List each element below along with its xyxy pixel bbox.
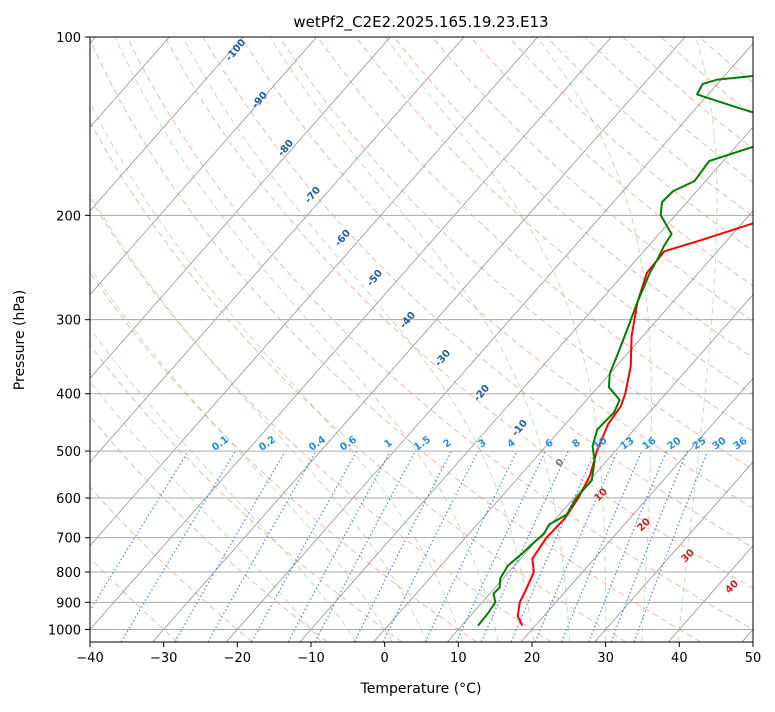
dry-adiabat-label: -60 [333, 228, 353, 249]
dry-adiabat-line [241, 37, 775, 642]
x-tick-label: 20 [524, 651, 541, 666]
mixing-ratio-line [481, 451, 568, 642]
mixing-ratio-line [315, 451, 415, 642]
moist-adiabat-line [183, 37, 534, 642]
dry-adiabat-label: -10 [510, 418, 530, 439]
y-tick-label: 300 [56, 314, 81, 329]
mixing-ratio-label: 2 [442, 437, 454, 450]
mixing-ratio-line [611, 451, 687, 642]
dry-adiabat-line [127, 37, 775, 642]
isotherm-line [0, 37, 390, 642]
isotherm-line [5, 37, 537, 642]
mixing-ratio-line [425, 451, 517, 642]
moist-adiabat-line [17, 37, 427, 642]
y-axis-label: Pressure (hPa) [12, 290, 28, 390]
mixing-ratio-line [71, 451, 189, 642]
dry-adiabat-line [51, 37, 627, 642]
moist-adiabat-line [0, 37, 357, 642]
x-tick-label: −40 [76, 651, 103, 666]
isotherm-line [79, 37, 611, 642]
moist-adiabat-line [385, 37, 606, 642]
dry-adiabat-line [661, 37, 775, 642]
dry-adiabat-line [394, 37, 775, 642]
dry-adiabat-label: -70 [303, 185, 323, 206]
isotherm-line [0, 37, 243, 642]
mixing-ratio-label: 20 [666, 435, 684, 452]
x-axis-label: Temperature (°C) [360, 681, 482, 697]
y-axis: 100 200 300 400 500 600 700 800 900 1000 [48, 31, 90, 638]
mixing-ratio-line [208, 451, 316, 642]
x-tick-label: 40 [671, 651, 688, 666]
x-tick-label: 30 [597, 651, 614, 666]
mixing-ratio-label: 16 [641, 435, 659, 452]
dry-adiabat-line [585, 37, 775, 642]
isotherm-line [226, 37, 758, 642]
y-tick-label: 200 [56, 209, 81, 224]
x-tick-label: −20 [224, 651, 251, 666]
x-tick-label: 50 [745, 651, 762, 666]
mixing-ratio-label: 8 [571, 437, 583, 450]
y-tick-label: 900 [56, 596, 81, 611]
moist-adiabat-line [537, 37, 652, 642]
mixing-ratio-label: 1 [383, 437, 395, 450]
dry-adiabat-line [547, 37, 775, 642]
mixing-ratio-label: 13 [619, 435, 637, 452]
dry-adiabat-line [0, 37, 253, 642]
dry-adiabat-line [432, 37, 775, 642]
mixing-ratio-label: 6 [544, 437, 556, 450]
moist-adiabat-line [0, 37, 321, 642]
isotherm-line [521, 37, 775, 642]
dry-adiabat-label: -100 [224, 37, 249, 63]
dry-adiabat-label: -40 [398, 310, 418, 331]
mixing-ratio-line [175, 451, 286, 642]
y-tick-label: 800 [56, 566, 81, 581]
dry-adiabat-line [318, 37, 775, 642]
mixing-ratio-label: 25 [691, 435, 709, 452]
y-tick-label: 600 [56, 492, 81, 507]
dry-adiabat-label: -80 [276, 138, 296, 159]
chart-title: wetPf2_C2E2.2025.165.19.23.E13 [293, 13, 548, 32]
moist-adiabat-label: 40 [723, 578, 741, 596]
x-tick-label: 0 [381, 651, 389, 666]
mixing-ratio-label: 36 [732, 435, 750, 452]
y-tick-label: 700 [56, 532, 81, 547]
moist-adiabat-line [678, 37, 717, 642]
dry-adiabat-label: -20 [472, 383, 492, 404]
y-tick-label: 400 [56, 388, 81, 403]
x-axis: −40 −30 −20 −10 0 10 20 30 40 50 [76, 642, 761, 666]
y-tick-label: 1000 [48, 623, 81, 638]
mixing-ratio-line [589, 451, 667, 642]
isotherm-line [374, 37, 775, 642]
dry-adiabat-line [0, 37, 402, 642]
y-tick-label: 500 [56, 445, 81, 460]
dry-adiabat-line [89, 37, 701, 642]
mixing-ratio-line [252, 451, 357, 642]
dry-adiabat-label: -30 [433, 348, 453, 369]
mixing-ratio-line [383, 451, 478, 642]
mixing-ratio-label: 4 [506, 437, 518, 450]
x-tick-label: −10 [297, 651, 324, 666]
isotherm-line [742, 37, 775, 642]
dry-adiabat-label: -50 [365, 268, 385, 289]
moist-adiabat-label: 30 [679, 547, 697, 565]
mixing-ratio-label: 30 [711, 435, 729, 452]
y-tick-label: 100 [56, 31, 81, 46]
x-tick-label: 10 [450, 651, 467, 666]
plot-frame [90, 37, 753, 642]
dry-adiabat-line [0, 37, 477, 642]
x-tick-label: −30 [150, 651, 177, 666]
moist-adiabat-line [61, 37, 463, 642]
background-lines [0, 37, 775, 642]
